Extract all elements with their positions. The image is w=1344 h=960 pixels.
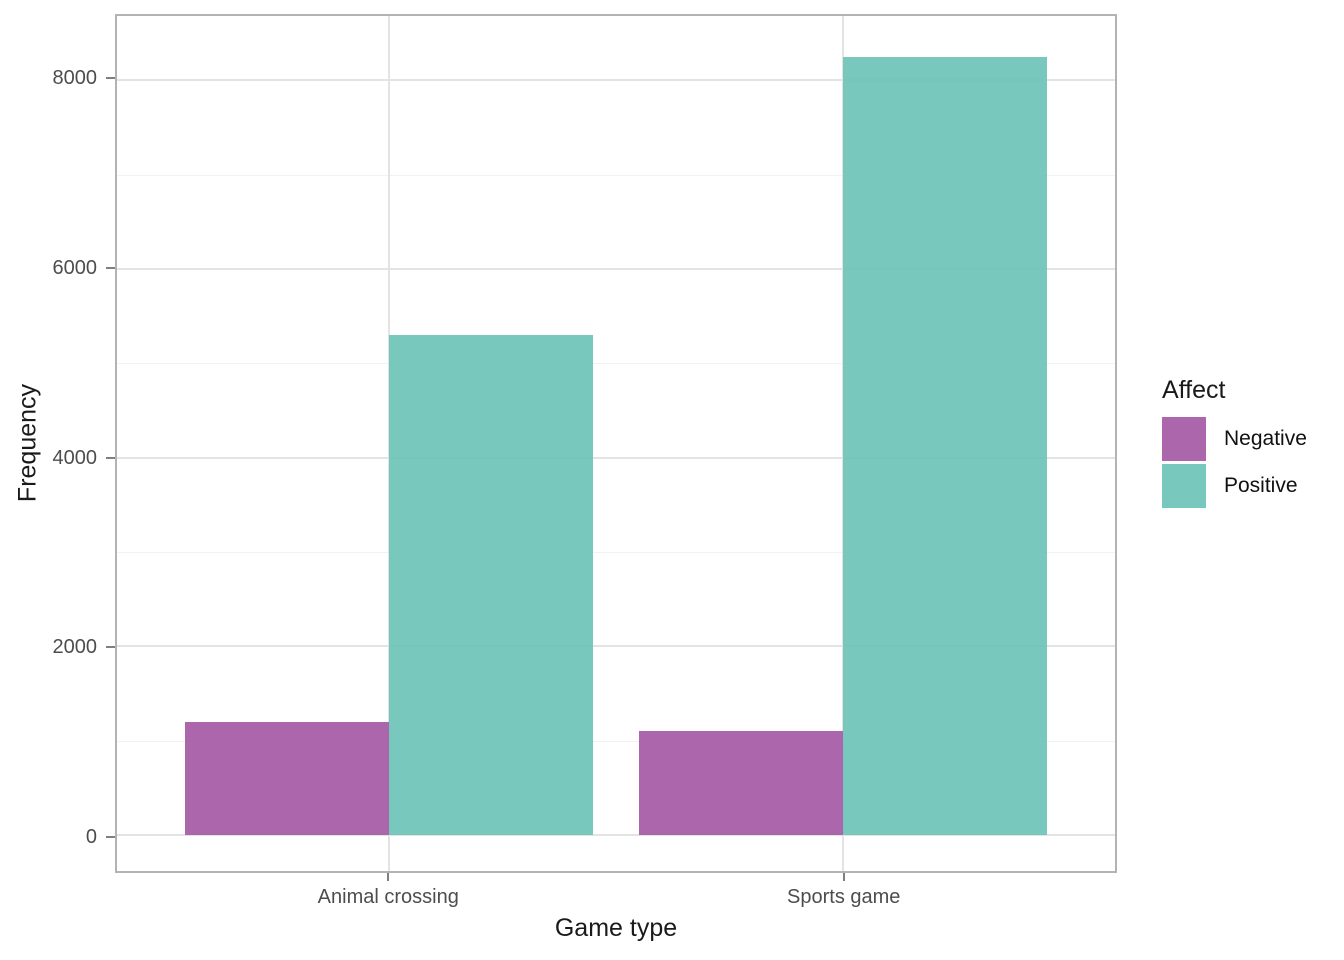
y-tick-label: 0 bbox=[85, 825, 97, 848]
bar-sports-game-positive bbox=[842, 56, 1047, 836]
gridline-major bbox=[117, 79, 1115, 82]
y-tick bbox=[106, 646, 115, 649]
y-tick-label: 8000 bbox=[52, 67, 98, 90]
y-tick-label: 4000 bbox=[52, 446, 98, 469]
legend-item-positive: Positive bbox=[1162, 464, 1307, 508]
legend-label-negative: Negative bbox=[1224, 427, 1307, 450]
bar-layer bbox=[117, 16, 1115, 871]
bar-sports-game-negative bbox=[638, 731, 843, 836]
y-tick-label: 6000 bbox=[52, 257, 98, 280]
gridline-major bbox=[117, 834, 1115, 837]
bar-animal-crossing-negative bbox=[185, 721, 390, 836]
bar-animal-crossing-positive bbox=[389, 334, 594, 836]
y-tick bbox=[106, 835, 115, 838]
y-tick bbox=[106, 456, 115, 459]
gridline-major bbox=[117, 456, 1115, 459]
gridline-minor bbox=[117, 174, 1115, 176]
x-tick bbox=[387, 873, 390, 881]
y-tick bbox=[106, 77, 115, 80]
legend-swatch-positive bbox=[1162, 464, 1206, 508]
legend: Affect Negative Positive bbox=[1162, 375, 1307, 511]
gridline-minor bbox=[117, 363, 1115, 365]
legend-items: Negative Positive bbox=[1162, 417, 1307, 508]
x-tick bbox=[842, 873, 845, 881]
gridline-major bbox=[117, 267, 1115, 270]
legend-label-positive: Positive bbox=[1224, 474, 1298, 497]
gridline-minor bbox=[117, 552, 1115, 554]
gridline-minor bbox=[117, 740, 1115, 742]
x-tick-label-sports-game: Sports game bbox=[787, 886, 901, 908]
y-tick bbox=[106, 267, 115, 270]
legend-title: Affect bbox=[1162, 376, 1226, 404]
legend-item-negative: Negative bbox=[1162, 417, 1307, 461]
y-axis-title: Frequency bbox=[13, 383, 42, 503]
gridline-major bbox=[117, 645, 1115, 648]
plot-panel bbox=[115, 14, 1117, 873]
legend-swatch-negative bbox=[1162, 417, 1206, 461]
x-tick-label-animal-crossing: Animal crossing bbox=[317, 886, 459, 908]
x-axis-title: Game type bbox=[554, 914, 678, 942]
y-tick-label: 2000 bbox=[52, 636, 98, 659]
